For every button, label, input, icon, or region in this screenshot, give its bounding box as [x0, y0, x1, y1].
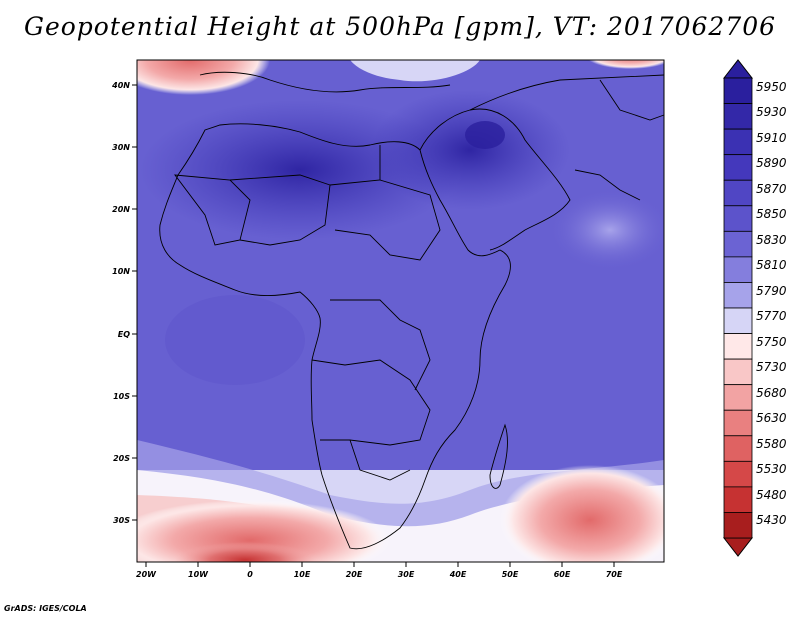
lat-label: 10N — [112, 267, 130, 276]
colorbar-swatch — [723, 103, 753, 130]
colorbar-label: 5750 — [756, 335, 787, 349]
colorbar-label: 5530 — [756, 462, 787, 476]
lon-label: 70E — [606, 570, 623, 579]
colorbar-max-arrow — [722, 59, 754, 79]
lon-label: 0 — [247, 570, 253, 579]
colorbar-swatch — [723, 358, 753, 386]
lat-label: 20S — [113, 454, 130, 463]
colorbar-label: 5680 — [756, 386, 787, 400]
colorbar-swatch — [723, 128, 753, 156]
colorbar-label: 5730 — [756, 360, 787, 374]
colorbar-label: 5810 — [756, 258, 787, 272]
colorbar-label: 5830 — [756, 233, 787, 247]
plot-frame — [136, 59, 665, 563]
longitude-axis: 20W 10W 0 10E 20E 30E 40E 50E 60E 70E — [136, 562, 623, 579]
colorbar-swatch — [723, 486, 753, 513]
colorbar-label: 5630 — [756, 411, 787, 425]
lat-label: EQ — [118, 330, 130, 339]
colorbar-label: 5770 — [756, 309, 787, 323]
colorbar-label: 5790 — [756, 284, 787, 298]
lon-label: 60E — [554, 570, 571, 579]
colorbar-label: 5870 — [756, 182, 787, 196]
geopotential-field — [137, 60, 664, 562]
colorbar-swatch — [723, 205, 753, 232]
map-title: Geopotential Height at 500hPa [gpm], VT:… — [23, 12, 777, 41]
colorbar-label: 5930 — [756, 105, 787, 119]
colorbar-label: 5910 — [756, 131, 787, 145]
lon-label: 10W — [188, 570, 209, 579]
colorbar-swatch — [723, 384, 753, 411]
lon-label: 30E — [398, 570, 415, 579]
latitude-axis: 40N 30N 20N 10N EQ 10S 20S 30S — [111, 81, 137, 525]
grads-credit: GrADS: IGES/COLA — [4, 604, 87, 613]
colorbar-swatch — [723, 435, 753, 462]
colorbar-label: 5950 — [756, 80, 787, 94]
colorbar-swatch — [723, 256, 753, 283]
lat-label: 30S — [113, 516, 130, 525]
colorbar-swatch — [723, 230, 753, 258]
colorbar-swatch — [723, 512, 753, 539]
coastlines — [159, 71, 665, 550]
colorbar-swatch — [723, 179, 753, 207]
lon-label: 10E — [294, 570, 311, 579]
colorbar-swatch — [723, 154, 753, 181]
colorbar-label: 5890 — [756, 156, 787, 170]
colorbar-label: 5430 — [756, 513, 787, 527]
lon-label: 20W — [136, 570, 157, 579]
lon-label: 20E — [346, 570, 363, 579]
lat-label: 20N — [112, 205, 130, 214]
lon-label: 40E — [449, 570, 467, 579]
colorbar-label: 5480 — [756, 488, 787, 502]
lat-label: 40N — [111, 81, 130, 90]
colorbar-swatch — [723, 333, 753, 360]
colorbar-label: 5850 — [756, 207, 787, 221]
colorbar-label: 5580 — [756, 437, 787, 451]
colorbar: 5950 5930 5910 5890 5870 5850 5830 5810 … — [722, 59, 787, 557]
lat-label: 10S — [113, 392, 130, 401]
colorbar-swatch — [723, 77, 753, 104]
colorbar-swatch — [723, 307, 753, 334]
colorbar-swatch — [723, 282, 753, 309]
colorbar-swatch — [723, 409, 753, 437]
lat-label: 30N — [112, 143, 130, 152]
colorbar-min-arrow — [722, 537, 754, 557]
lon-label: 50E — [502, 570, 519, 579]
colorbar-swatch — [723, 460, 753, 488]
